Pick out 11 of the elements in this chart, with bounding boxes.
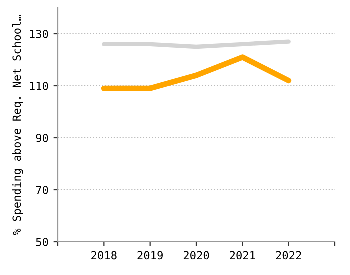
y-axis-title: % Spending above Req. Net School… xyxy=(12,15,24,236)
y-tick-label: 110 xyxy=(30,82,48,90)
x-tick-label: 2019 xyxy=(138,251,163,260)
x-tick-label: 2018 xyxy=(92,251,117,260)
y-tick-label: 50 xyxy=(36,238,48,246)
x-tick-label: 2022 xyxy=(276,251,302,260)
x-tick-label: 2020 xyxy=(184,251,210,260)
y-tick-label: 90 xyxy=(36,134,48,142)
x-tick-label: 2021 xyxy=(230,251,256,260)
y-tick-label: 70 xyxy=(36,186,48,194)
y-tick-label: 130 xyxy=(30,30,48,38)
